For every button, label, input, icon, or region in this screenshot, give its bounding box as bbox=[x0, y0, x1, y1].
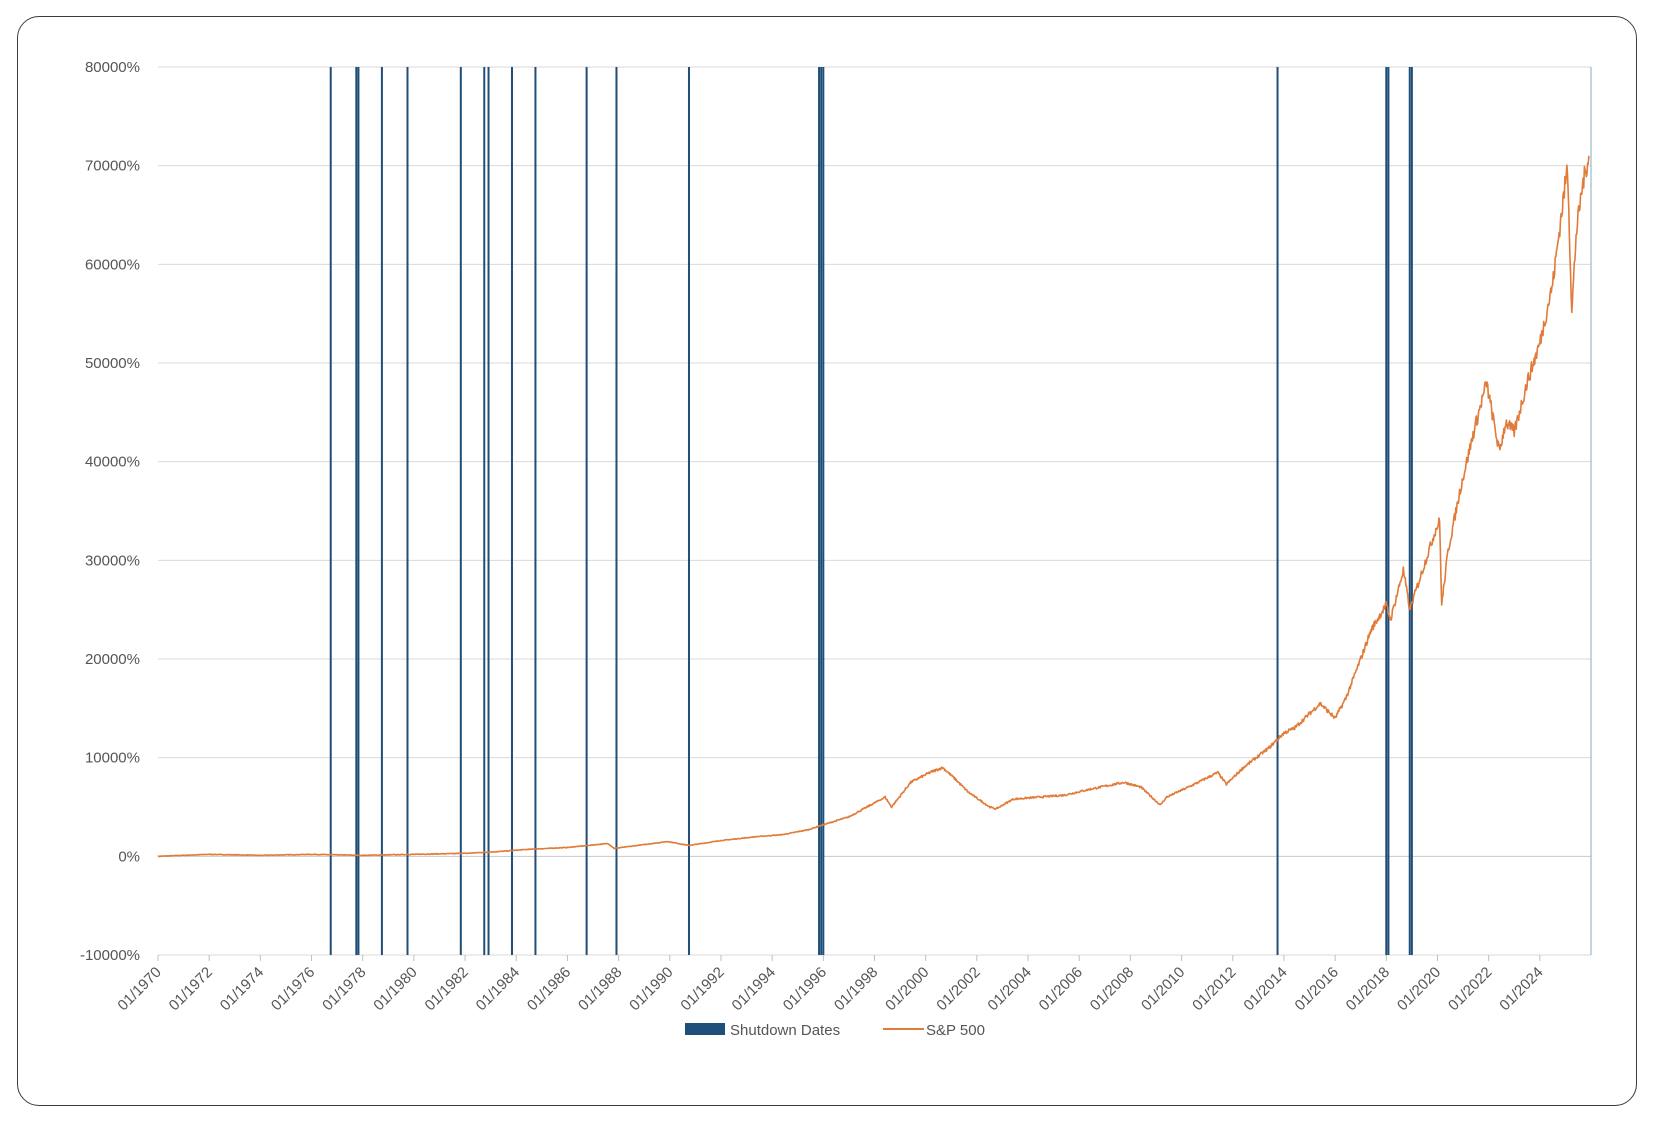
x-tick-label: 01/2018 bbox=[1343, 964, 1393, 1014]
x-tick-label: 01/2004 bbox=[984, 964, 1034, 1014]
x-tick-label: 01/2010 bbox=[1138, 964, 1188, 1014]
x-tick-label: 01/1986 bbox=[524, 964, 574, 1014]
y-tick-label: 80000% bbox=[85, 59, 140, 76]
y-tick-label: 60000% bbox=[85, 256, 140, 273]
y-tick-label: 10000% bbox=[85, 750, 140, 767]
y-tick-label: -10000% bbox=[80, 947, 140, 964]
chart-frame bbox=[17, 16, 1637, 1106]
legend-swatch-shutdown bbox=[685, 1023, 725, 1035]
y-tick-label: 40000% bbox=[85, 454, 140, 471]
grid-layer bbox=[157, 66, 1592, 961]
x-tick-label: 01/2024 bbox=[1496, 964, 1546, 1014]
y-tick-label: 50000% bbox=[85, 355, 140, 372]
x-tick-label: 01/1992 bbox=[677, 964, 727, 1014]
x-tick-label: 01/1970 bbox=[114, 964, 164, 1014]
x-tick-label: 01/1996 bbox=[780, 964, 830, 1014]
y-tick-label: 70000% bbox=[85, 158, 140, 175]
x-tick-label: 01/2022 bbox=[1445, 964, 1495, 1014]
x-tick-label: 01/2002 bbox=[933, 964, 983, 1014]
x-tick-label: 01/1972 bbox=[166, 964, 216, 1014]
x-tick-label: 01/2012 bbox=[1189, 964, 1239, 1014]
sp500-line-layer bbox=[157, 155, 1590, 858]
y-tick-label: 30000% bbox=[85, 552, 140, 569]
legend-label-shutdown: Shutdown Dates bbox=[730, 1022, 840, 1039]
x-tick-label: 01/1990 bbox=[626, 964, 676, 1014]
sp500-line bbox=[157, 155, 1590, 858]
x-tick-label: 01/1988 bbox=[575, 964, 625, 1014]
x-tick-label: 01/1998 bbox=[831, 964, 881, 1014]
x-tick-label: 01/1976 bbox=[268, 964, 318, 1014]
y-tick-label: 20000% bbox=[85, 651, 140, 668]
x-tick-label: 01/2008 bbox=[1087, 964, 1137, 1014]
legend: Shutdown Dates S&P 500 bbox=[685, 1022, 985, 1039]
x-tick-label: 01/1974 bbox=[217, 964, 267, 1014]
legend-label-sp500: S&P 500 bbox=[926, 1022, 985, 1039]
x-tick-label: 01/1984 bbox=[473, 964, 523, 1014]
x-tick-label: 01/1978 bbox=[319, 964, 369, 1014]
shutdown-bars bbox=[329, 67, 1413, 955]
x-tick-label: 01/2020 bbox=[1394, 964, 1444, 1014]
x-tick-label: 01/2016 bbox=[1292, 964, 1342, 1014]
x-tick-label: 01/1994 bbox=[729, 964, 779, 1014]
x-axis-ticks: 01/1970 01/1972 01/1974 01/1976 01/1978 01/19… bbox=[114, 964, 1546, 1014]
y-tick-label: 0% bbox=[118, 848, 140, 865]
x-tick-label: 01/1982 bbox=[422, 964, 472, 1014]
x-tick-label: 01/1980 bbox=[370, 964, 420, 1014]
y-axis-ticks: -10000% 0% 10000% 20000% 30000% 40000% 50000% 6… bbox=[80, 59, 140, 964]
x-tick-label: 01/2000 bbox=[882, 964, 932, 1014]
x-tick-label: 01/2006 bbox=[1036, 964, 1086, 1014]
x-tick-label: 01/2014 bbox=[1240, 964, 1290, 1014]
